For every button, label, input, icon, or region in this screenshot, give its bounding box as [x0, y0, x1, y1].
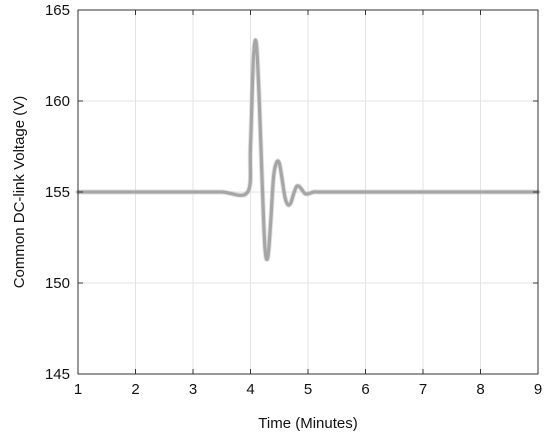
x-tick-label: 2: [131, 381, 139, 398]
x-axis-title: Time (Minutes): [258, 415, 357, 432]
y-tick-label: 160: [45, 93, 70, 110]
x-tick-label: 6: [361, 381, 369, 398]
x-tick-label: 5: [304, 381, 312, 398]
x-tick-label: 8: [476, 381, 484, 398]
y-tick-label: 165: [45, 2, 70, 19]
x-tick-labels: 1 2 3 4 5 6 7 8 9: [74, 381, 542, 398]
x-tick-label: 9: [534, 381, 542, 398]
y-tick-label: 155: [45, 184, 70, 201]
y-tick-labels: 145 150 155 160 165: [45, 2, 70, 383]
x-tick-label: 7: [419, 381, 427, 398]
x-tick-label: 4: [246, 381, 254, 398]
x-tick-label: 3: [189, 381, 197, 398]
y-axis-title: Common DC-link Voltage (V): [11, 96, 28, 289]
series-layer: [75, 37, 541, 262]
y-tick-label: 145: [45, 366, 70, 383]
voltage-series-band: [75, 37, 541, 262]
tick-marks: [77, 9, 539, 375]
x-tick-label: 1: [74, 381, 82, 398]
y-tick-label: 150: [45, 275, 70, 292]
voltage-series-line: [76, 38, 540, 261]
